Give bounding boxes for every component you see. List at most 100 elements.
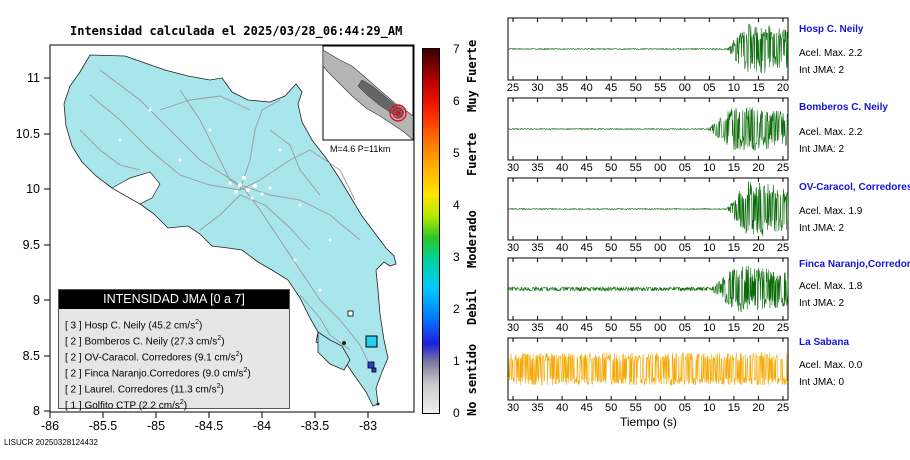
time-tick-label: 05 [679,242,691,254]
legend-level: [ 2 ] [65,384,82,396]
time-tick-label: 10 [703,402,715,414]
time-tick-label: 30 [507,322,519,334]
x-tick-labels: -86 -85.5 -85 -84.5 -84 -83.5 -83 [41,419,377,430]
waveform-panel: 30 35 40 45 50 55 00 05 10 15 20 25 [507,177,789,254]
time-tick-label: 55 [630,162,642,174]
osa-peninsula [317,331,351,371]
time-tick-label: 55 [654,82,666,94]
station-name: Hosp C. Neily [799,24,864,35]
time-tick-label: 15 [728,322,740,334]
legend-value: (45.2 cm/s [148,320,196,332]
legend-value: (11.3 cm/s [170,384,217,396]
waveform-frame [507,337,789,401]
time-tick-label: 00 [654,162,666,174]
town-markers [118,108,332,292]
time-tick-label: 25 [777,402,789,414]
time-tick-label: 10 [703,162,715,174]
time-tick-label: 35 [531,162,543,174]
station-name: Bomberos C. Neily [799,102,888,113]
y-tick: 8.5 [23,349,40,363]
legend-value: (9.0 cm/s [202,368,244,380]
y-tick: 10.5 [16,127,40,141]
time-tick-label: 05 [679,162,691,174]
y-tick: 9 [33,293,40,307]
legend-row: [ 2 ] Finca Naranjo.Corredores (9.0 cm/s… [59,363,289,379]
seismogram-trace [507,107,789,151]
time-tick-label: 00 [654,322,666,334]
time-tick-label: 25 [777,242,789,254]
station-marker-osa[interactable] [342,341,346,345]
station-int: Int JMA: 2 [799,144,845,155]
legend-station: Hosp C. Neily [84,320,146,332]
legend-unit-exp: 2 [195,319,199,326]
time-tick-label: 25 [507,82,519,94]
seismogram-trace [507,352,789,387]
colorbar-tick: 3 [453,250,460,264]
y-tick-labels: 11 10.5 10 9.5 9 8.5 8 [16,71,40,418]
x-tick: -84.5 [195,419,224,430]
time-tick-label: 40 [556,322,568,334]
map-title: Intensidad calculada el 2025/03/28_06:44… [70,24,403,38]
epicenter-marker [389,104,407,122]
legend-row: [ 2 ] Laurel. Corredores (11.3 cm/s2) [59,379,289,395]
time-tick-label: 20 [752,162,764,174]
legend-header: INTENSIDAD JMA [0 a 7] [59,290,289,309]
time-tick-label: 30 [531,82,543,94]
time-tick-label: 15 [728,162,740,174]
station-marker-hosp-c-neily[interactable] [365,335,378,348]
colorbar-category: No sentido [465,343,479,416]
time-tick-label: 45 [581,402,593,414]
time-tick-label: 50 [605,322,617,334]
station-marker-laurel[interactable] [371,367,377,373]
legend-station: OV-Caracol. Corredores [84,352,192,364]
colorbar-tick: 0 [453,406,460,420]
time-tick-label: 30 [507,242,519,254]
waveform-panels: 25 30 35 40 45 50 55 00 05 10 15 20 30 35 40 45 50 55 00 05… [507,17,789,414]
time-tick-label: 40 [556,402,568,414]
legend-unit-end: ) [247,368,251,380]
time-tick-label: 40 [556,242,568,254]
x-tick: -86 [41,419,59,430]
station-marker-corredores[interactable] [367,361,375,369]
legend-station: Laurel. Corredores [84,384,168,396]
legend-value: (9.1 cm/s [194,352,236,364]
intensity-legend: INTENSIDAD JMA [0 a 7] [ 3 ] Hosp C. Nei… [58,289,290,412]
legend-station: Bomberos C. Neily [84,336,168,348]
seismogram-trace [507,23,789,74]
axis-ticks [44,77,369,418]
time-tick-label: 45 [581,322,593,334]
legend-row: [ 2 ] Bomberos C. Neily (27.3 cm/s2) [59,331,289,347]
legend-unit-end: ) [183,400,188,412]
waveform-panel: 30 35 40 45 50 55 00 05 10 15 20 25 [507,97,789,174]
station-marker-golfito[interactable] [347,310,354,317]
legend-level: [ 2 ] [65,368,82,380]
time-tick-label: 40 [581,82,593,94]
station-acel: Acel. Max. 2.2 [799,127,863,138]
colorbar-tick: 7 [453,42,460,56]
time-tick-label: 50 [630,82,642,94]
waveform-panel: 30 35 40 45 50 55 00 05 10 15 20 25 [507,257,789,334]
legend-unit-exp: 2 [216,383,221,390]
time-tick-label: 45 [581,242,593,254]
seismogram-trace [507,265,789,313]
station-int: Int JMA: 2 [799,298,845,309]
legend-level: [ 1 ] [65,400,82,412]
time-tick-label: 55 [630,402,642,414]
legend-unit-exp: 2 [217,335,222,342]
legend-level: [ 2 ] [65,336,82,348]
colorbar-tick: 6 [453,94,460,108]
time-tick-label: 10 [703,242,715,254]
time-axis-label: Tiempo (s) [620,415,677,429]
colorbar-category: Moderado [465,210,479,268]
legend-unit-end: ) [198,320,203,332]
station-marker-south[interactable] [376,402,380,406]
legend-value: (2.2 cm/s [138,400,180,412]
colorbar-tick: 5 [453,146,460,160]
colorbar-category: Debil [465,288,479,325]
time-tick-label: 50 [605,242,617,254]
station-int: Int JMA: 0 [799,377,845,388]
time-tick-label: 55 [630,242,642,254]
time-tick-label: 00 [654,402,666,414]
legend-row: [ 3 ] Hosp C. Neily (45.2 cm/s2) [59,315,289,331]
y-tick: 10 [26,182,40,196]
